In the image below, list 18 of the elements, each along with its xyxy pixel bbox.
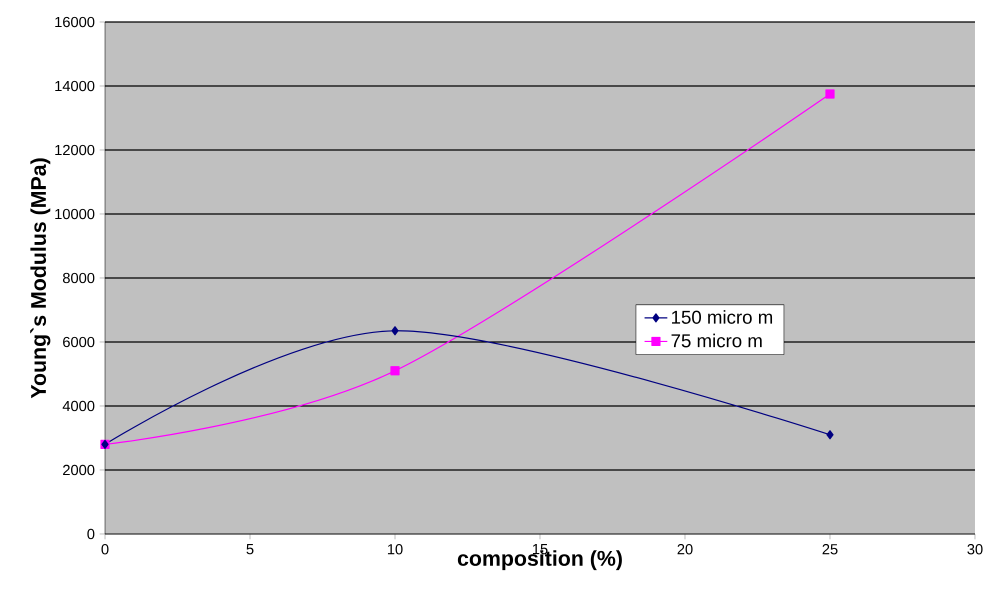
x-tick-label: 20 <box>678 544 693 554</box>
y-tick-label: 12000 <box>55 144 94 156</box>
y-axis-title: Young`s Modulus (MPa) <box>30 158 50 398</box>
x-tick-label: 5 <box>246 544 254 554</box>
legend-label: 75 micro m <box>672 334 762 348</box>
y-tick-label: 14000 <box>55 80 94 92</box>
x-tick-label: 0 <box>101 544 108 554</box>
y-tick-label: 0 <box>87 528 94 540</box>
x-tick-label: 30 <box>967 544 983 554</box>
y-tick-label: 16000 <box>55 16 94 28</box>
y-tick-label: 4000 <box>62 400 94 412</box>
x-tick-label: 25 <box>822 544 838 554</box>
y-tick-label: 10000 <box>55 208 94 220</box>
legend-label: 150 micro m <box>672 310 772 324</box>
y-tick-label: 8000 <box>62 272 94 284</box>
y-tick-label: 6000 <box>63 336 94 348</box>
y-tick-label: 2000 <box>63 464 94 476</box>
x-tick-label: 10 <box>388 544 403 554</box>
